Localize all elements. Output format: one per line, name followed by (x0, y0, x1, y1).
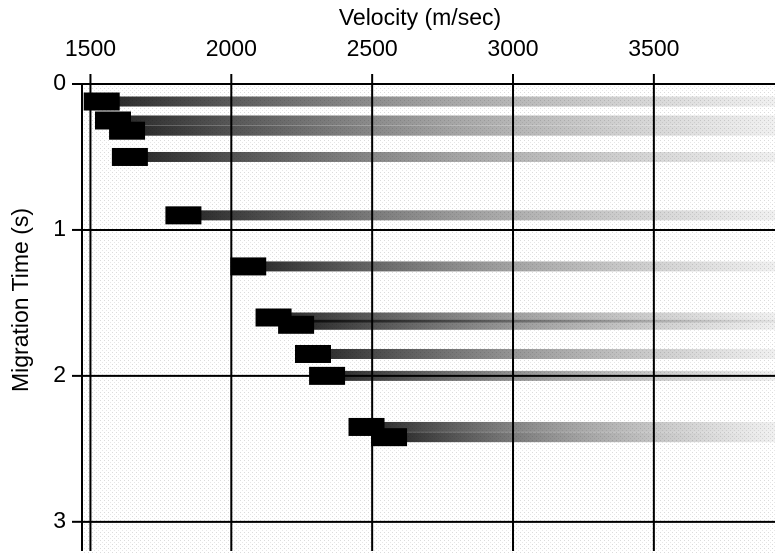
chart-title: Velocity (m/sec) (339, 4, 501, 30)
event-streak (248, 261, 775, 272)
semblance-peak (83, 92, 120, 111)
x-tick-label: 3000 (487, 35, 538, 61)
event-streak (389, 432, 775, 443)
y-axis-label: Migration Time (s) (7, 208, 33, 392)
semblance-peak (165, 206, 202, 225)
semblance-peak (295, 344, 331, 363)
event-streak (101, 96, 775, 107)
semblance-peak (230, 257, 267, 276)
semblance-peak (278, 315, 315, 334)
x-tick-label: 1500 (65, 35, 116, 61)
x-tick-label: 2500 (347, 35, 398, 61)
y-tick-label: 1 (53, 215, 66, 241)
x-tick-label: 3500 (628, 35, 679, 61)
semblance-peak (111, 147, 148, 166)
event-streak (183, 210, 775, 221)
event-streak (313, 348, 775, 359)
x-tick-label: 2000 (206, 35, 257, 61)
event-streak (366, 421, 775, 432)
semblance-peak (109, 121, 146, 140)
event-streak (127, 125, 775, 136)
y-tick-label: 3 (53, 507, 66, 533)
event-streak (112, 115, 775, 126)
event-streak (296, 319, 775, 330)
event-streak (273, 312, 775, 323)
y-tick-label: 2 (53, 361, 66, 387)
semblance-peak (371, 428, 408, 447)
y-tick-label: 0 (53, 69, 66, 95)
event-streak (129, 151, 775, 162)
